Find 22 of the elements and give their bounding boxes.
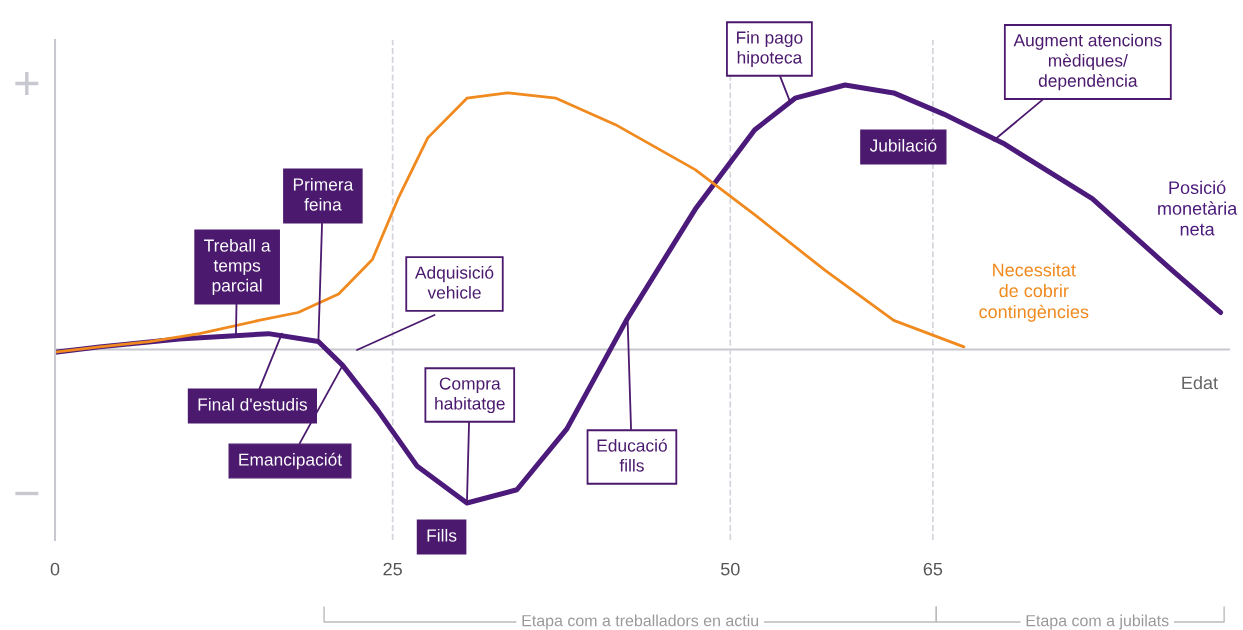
text: Fills — [427, 528, 457, 542]
annotation: Emancipaciót — [239, 452, 342, 470]
x-tick-label: 50 — [720, 562, 740, 576]
series-label: Posició monetària neta — [1158, 180, 1238, 236]
annotation: Primera feina — [293, 177, 354, 211]
annotation: Treball a temps parcial — [204, 238, 271, 296]
x-axis-title: Edat — [1182, 376, 1218, 390]
annotation: Final d'estudis — [198, 397, 307, 411]
text: Etapa com a treballadors en actiu — [522, 614, 759, 630]
annotation: Jubilació — [869, 138, 937, 152]
text: Etapa com a jubilats — [1026, 614, 1169, 630]
x-tick-label: 25 — [383, 562, 402, 576]
annotation: Compra habitatge — [435, 377, 505, 414]
annotation: Adquisició vehicle — [414, 265, 494, 299]
x-tick-label: 0 — [50, 562, 60, 576]
annotation: Educació fills — [597, 438, 667, 472]
annotation: Augment atencions mèdiques/ dependència — [1013, 33, 1162, 91]
text: + — [15, 71, 39, 96]
text: − — [15, 491, 39, 496]
x-tick-label: 65 — [923, 562, 943, 576]
series-label: Necessitat de cobrir contingències — [979, 263, 1089, 322]
annotation: Fin pago hipoteca — [737, 30, 803, 68]
